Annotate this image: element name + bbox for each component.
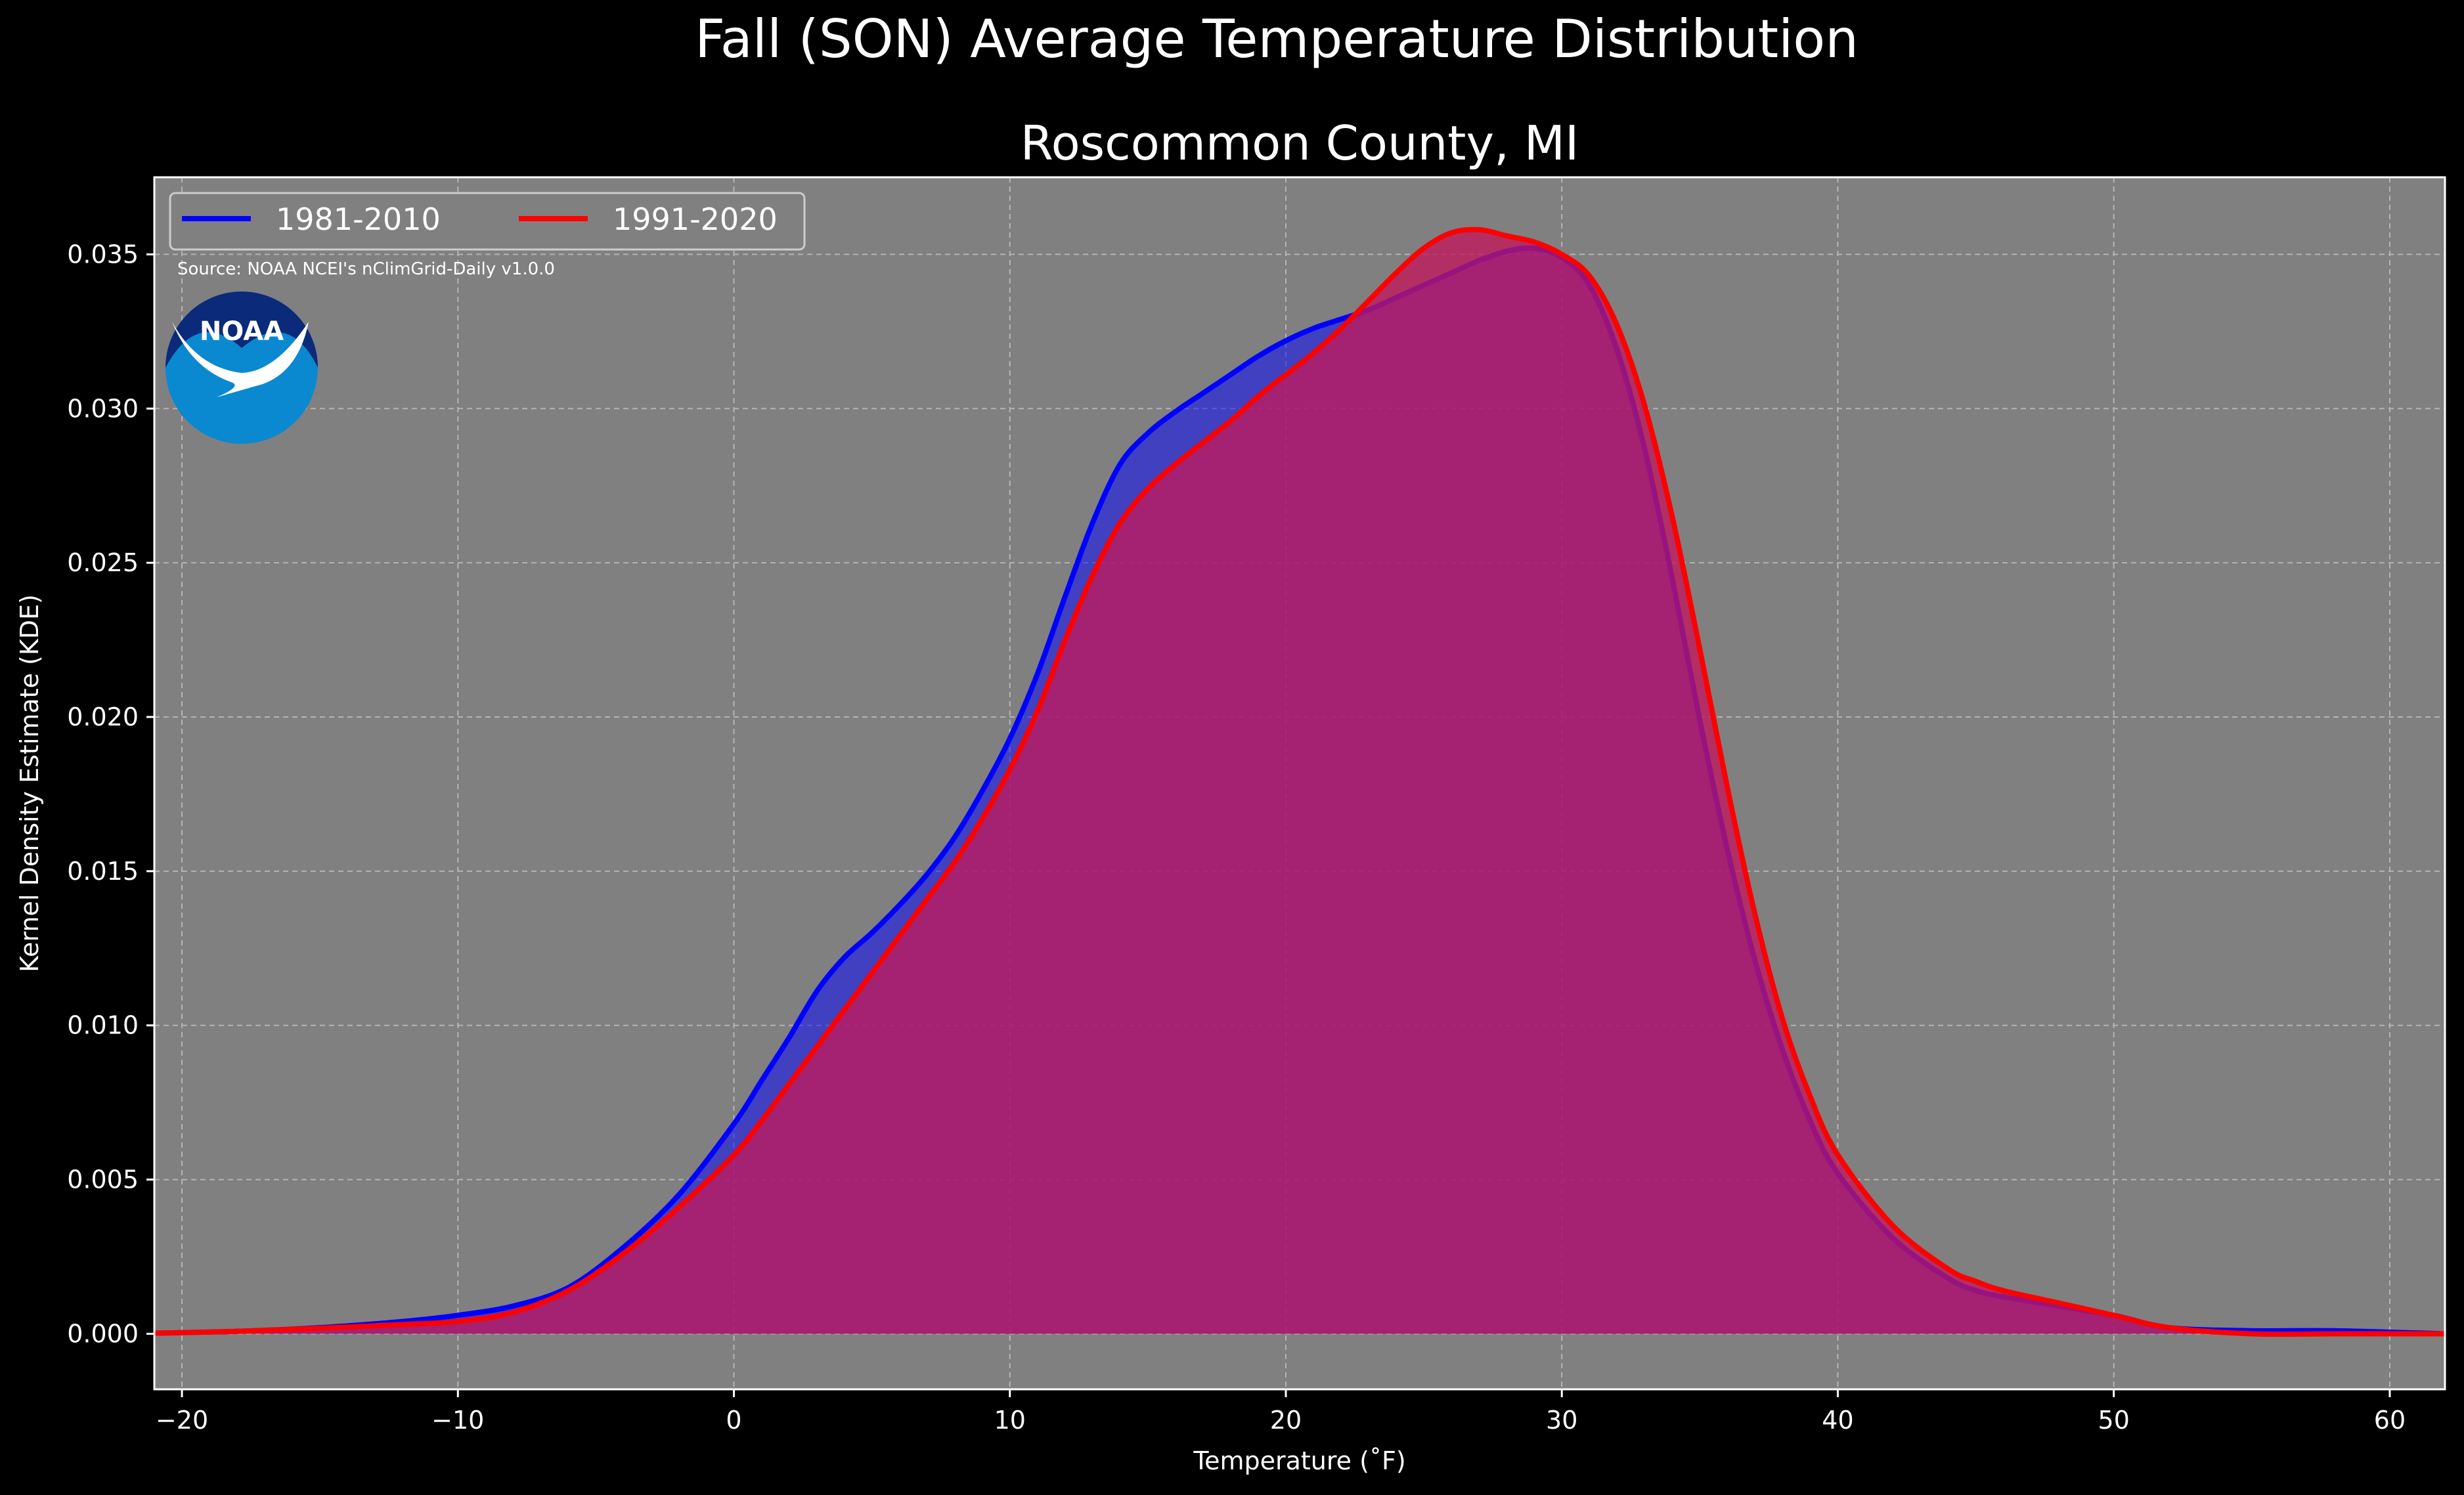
noaa-logo-bird <box>172 322 309 397</box>
noaa-logo: NOAA <box>165 292 318 444</box>
legend-label-1981-2010: 1981-2010 <box>276 202 441 237</box>
plot-frame <box>153 176 2446 1391</box>
legend-label-1991-2020: 1991-2020 <box>613 202 778 237</box>
x-tick-label: 50 <box>2098 1406 2130 1435</box>
y-axis: 0.000 0.005 0.010 0.015 0.020 0.025 0.030 0.035 <box>67 240 154 1348</box>
y-tick-label: 0.030 <box>67 394 139 423</box>
source-annotation: Source: NOAA NCEI's nClimGrid-Daily v1.0… <box>177 259 555 279</box>
y-tick-label: 0.005 <box>67 1165 139 1194</box>
y-tick-label: 0.000 <box>67 1319 139 1348</box>
x-tick-label: 40 <box>1822 1406 1853 1435</box>
y-tick-label: 0.015 <box>67 857 139 886</box>
chart-subtitle: Roscommon County, MI <box>1021 116 1579 171</box>
y-tick-label: 0.035 <box>67 240 139 269</box>
series-area-1991-2020 <box>154 229 2445 1335</box>
y-tick-label: 0.020 <box>67 703 139 731</box>
y-tick-label: 0.010 <box>67 1011 139 1040</box>
x-tick-label: 60 <box>2374 1406 2406 1435</box>
x-axis: −20 −10 0 10 20 30 40 50 60 <box>156 1389 2406 1435</box>
x-tick-label: 20 <box>1270 1406 1302 1435</box>
noaa-logo-text: NOAA <box>200 316 284 347</box>
x-tick-label: 0 <box>726 1406 741 1435</box>
x-axis-label: Temperature (˚F) <box>1193 1446 1405 1475</box>
x-tick-label: −20 <box>156 1406 208 1435</box>
x-tick-label: 10 <box>994 1406 1026 1435</box>
legend: 1981-2010 1991-2020 <box>169 192 806 251</box>
noaa-logo-top <box>165 292 318 368</box>
y-axis-label: Kernel Density Estimate (KDE) <box>15 594 44 972</box>
series-areas <box>154 227 2446 1337</box>
y-tick-label: 0.025 <box>67 548 139 577</box>
legend-box <box>169 192 806 251</box>
series-line-1991-2020 <box>154 227 2445 1337</box>
x-tick-label: −10 <box>431 1406 484 1435</box>
chart-title: Fall (SON) Average Temperature Distribut… <box>695 9 1859 70</box>
x-tick-label: 30 <box>1546 1406 1577 1435</box>
